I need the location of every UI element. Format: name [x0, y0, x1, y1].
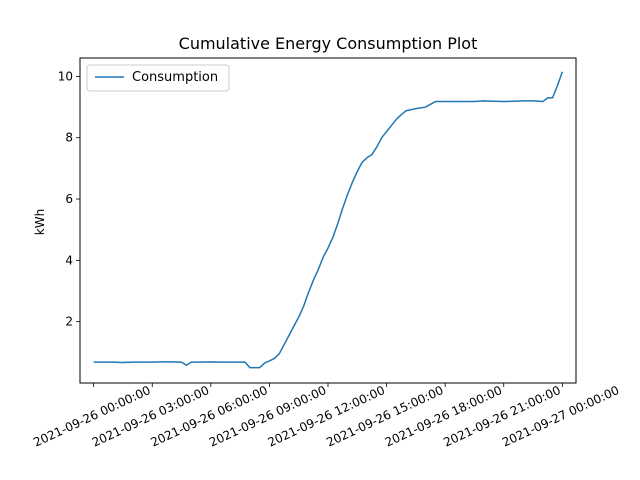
y-tick-label-4: 10: [58, 69, 73, 83]
y-tick-label-1: 4: [65, 253, 73, 267]
legend: Consumption: [86, 64, 230, 92]
y-tick-label-0: 2: [65, 315, 73, 329]
y-tick-label-2: 6: [65, 192, 73, 206]
y-tick-label-3: 8: [65, 131, 73, 145]
chart-title: Cumulative Energy Consumption Plot: [179, 34, 478, 53]
legend-label: Consumption: [132, 70, 218, 85]
series-line-0: [93, 71, 564, 369]
y-axis: 2 4 6 8 10: [58, 69, 80, 329]
plot-area: [93, 71, 564, 369]
legend-box: [86, 64, 230, 92]
y-axis-label: kWh: [33, 209, 47, 235]
